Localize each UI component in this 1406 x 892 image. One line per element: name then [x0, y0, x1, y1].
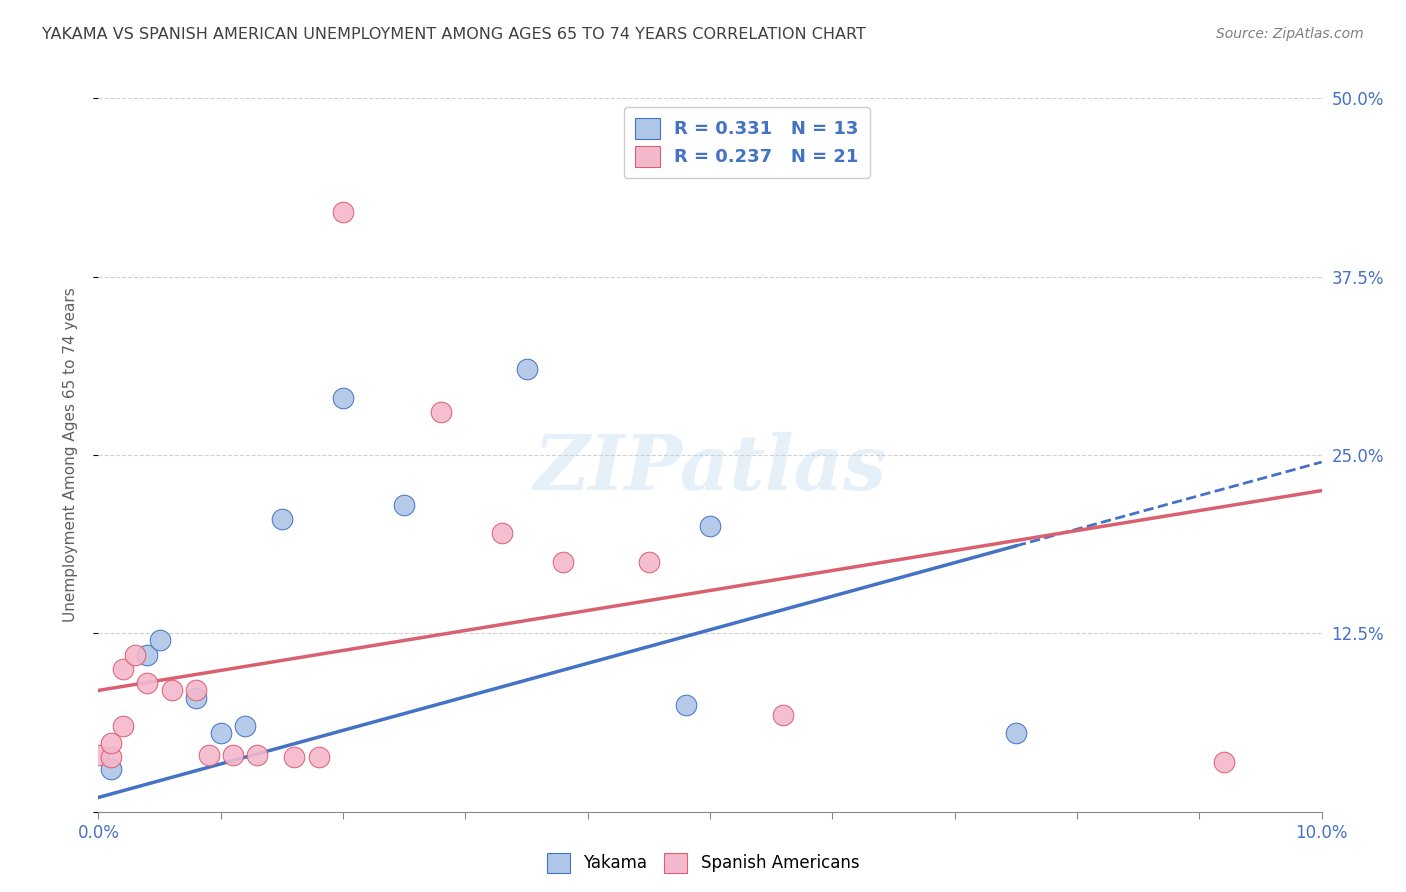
- Point: [246, 747, 269, 762]
- Point: [100, 736, 122, 750]
- Point: [332, 205, 354, 219]
- Point: [491, 526, 513, 541]
- Point: [283, 750, 305, 764]
- Point: [111, 662, 134, 676]
- Point: [100, 750, 122, 764]
- Point: [186, 683, 208, 698]
- Point: [675, 698, 697, 712]
- Point: [209, 726, 232, 740]
- Point: [186, 690, 208, 705]
- Point: [233, 719, 256, 733]
- Point: [100, 762, 122, 776]
- Point: [637, 555, 661, 569]
- Point: [430, 405, 453, 419]
- Point: [136, 676, 159, 690]
- Point: [332, 391, 354, 405]
- Point: [516, 362, 538, 376]
- Point: [149, 633, 172, 648]
- Legend: Yakama, Spanish Americans: Yakama, Spanish Americans: [540, 847, 866, 880]
- Point: [124, 648, 146, 662]
- Point: [270, 512, 292, 526]
- Point: [1212, 755, 1234, 769]
- Point: [553, 555, 575, 569]
- Point: [308, 750, 330, 764]
- Point: [772, 707, 794, 722]
- Text: Source: ZipAtlas.com: Source: ZipAtlas.com: [1216, 27, 1364, 41]
- Point: [1004, 726, 1026, 740]
- Point: [392, 498, 416, 512]
- Text: ZIPatlas: ZIPatlas: [533, 433, 887, 506]
- Point: [699, 519, 721, 533]
- Point: [160, 683, 183, 698]
- Legend: R = 0.331   N = 13, R = 0.237   N = 21: R = 0.331 N = 13, R = 0.237 N = 21: [624, 107, 869, 178]
- Y-axis label: Unemployment Among Ages 65 to 74 years: Unemployment Among Ages 65 to 74 years: [63, 287, 77, 623]
- Point: [111, 719, 134, 733]
- Point: [197, 747, 219, 762]
- Point: [222, 747, 245, 762]
- Point: [87, 747, 110, 762]
- Point: [136, 648, 159, 662]
- Text: YAKAMA VS SPANISH AMERICAN UNEMPLOYMENT AMONG AGES 65 TO 74 YEARS CORRELATION CH: YAKAMA VS SPANISH AMERICAN UNEMPLOYMENT …: [42, 27, 866, 42]
